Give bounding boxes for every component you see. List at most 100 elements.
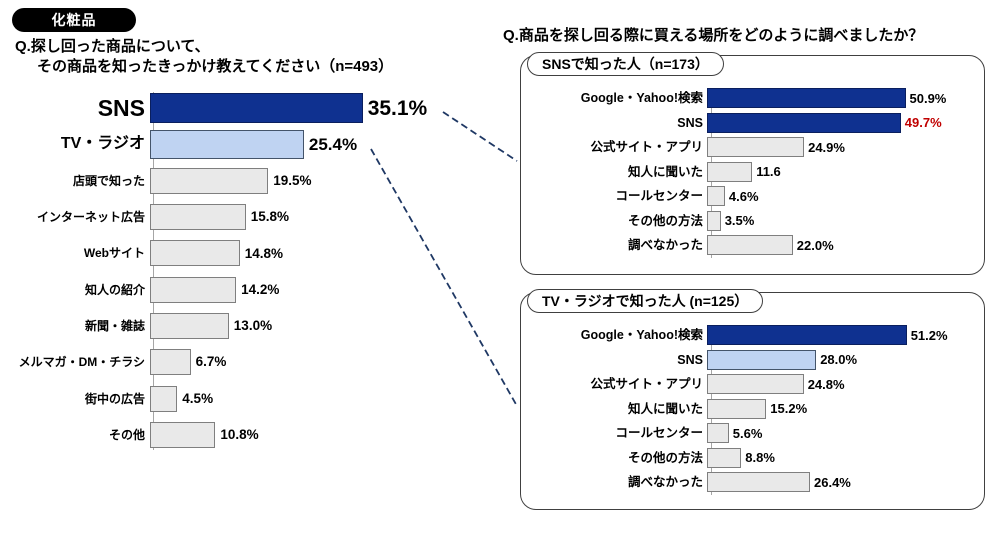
bar-row: その他の方法 8.8%	[521, 446, 984, 471]
bar-value: 8.8%	[745, 450, 775, 466]
bar	[150, 349, 191, 376]
bar	[150, 421, 216, 448]
bar-row: 調べなかった 26.4%	[521, 470, 984, 495]
bar	[150, 276, 237, 303]
bar-row: TV・ラジオ 25.4%	[0, 126, 505, 162]
bar-label: 公式サイト・アプリ	[590, 377, 703, 391]
bar-row: コールセンター 5.6%	[521, 421, 984, 446]
bar	[150, 385, 178, 412]
bar-row: インターネット広告 15.8%	[0, 199, 505, 235]
bar	[707, 210, 721, 231]
bar-label: コールセンター	[615, 189, 703, 203]
bar-label: その他の方法	[627, 213, 703, 228]
sns-group-label: SNSで知った人（n=173）	[527, 52, 724, 76]
bar-value: 24.8%	[807, 376, 845, 392]
right-question-title: Q.商品を探し回る際に買える場所をどのように調べましたか？	[503, 27, 924, 44]
bar-label: インターネット広告	[36, 210, 145, 225]
bar-label: その他の方法	[627, 450, 703, 465]
bar-value: 22.0%	[796, 237, 834, 253]
bar-value: 15.8%	[250, 209, 289, 225]
bar	[707, 398, 767, 419]
tv-group-panel: TV・ラジオで知った人 (n=125） Google・Yahoo!検索 51.2%…	[520, 289, 985, 510]
bar-value: 49.7%	[904, 115, 942, 131]
bar-value: 51.2%	[910, 327, 948, 343]
bar	[150, 312, 229, 339]
bar-value: 19.5%	[273, 172, 312, 188]
bar-row: その他の方法 3.5%	[521, 209, 984, 234]
bar	[150, 129, 304, 159]
left-question-line2: その商品を知ったきっかけ教えてください（n=493）	[37, 57, 394, 75]
bar-value: 13.0%	[233, 318, 273, 334]
bar-value: 25.4%	[308, 134, 358, 154]
tv-group-label: TV・ラジオで知った人 (n=125）	[527, 289, 764, 313]
left-bar-chart: SNS 35.1% TV・ラジオ 25.4% 店頭で知った 19.5% インターネット広告 1…	[0, 90, 505, 453]
bar-row: 調べなかった 22.0%	[521, 233, 984, 258]
left-question-line1: Q.探し回った商品について、	[15, 38, 210, 55]
bar-value: 50.9%	[909, 90, 947, 106]
bar-value: 28.0%	[820, 352, 858, 368]
bar-label: SNS	[677, 352, 703, 367]
bar	[150, 240, 240, 267]
bar	[707, 349, 817, 370]
bar-value: 6.7%	[195, 354, 227, 370]
bar	[707, 374, 804, 395]
bar	[707, 235, 793, 256]
bar-value: 15.2%	[770, 401, 808, 417]
bar	[150, 167, 269, 194]
bar-value: 14.8%	[244, 245, 283, 261]
bar-row: その他 10.8%	[0, 417, 505, 453]
bar-label: TV・ラジオ	[60, 135, 145, 153]
bar-row: 公式サイト・アプリ 24.8%	[521, 372, 984, 397]
bar-row: 知人に聞いた 11.6	[521, 160, 984, 185]
bar	[707, 472, 810, 493]
bar-value: 14.2%	[241, 281, 280, 297]
bar	[707, 112, 901, 133]
bar	[707, 186, 725, 207]
bar-label: 知人に聞いた	[627, 164, 703, 179]
bar-label: 店頭で知った	[72, 173, 145, 188]
bar-value: 10.8%	[220, 427, 259, 443]
bar-value: 5.6%	[732, 425, 763, 441]
bar-label: メルマガ・DM・チラシ	[18, 355, 145, 370]
bar-row: SNS 49.7%	[521, 111, 984, 136]
bar-label: SNS	[677, 115, 703, 130]
bar-value: 35.1%	[367, 96, 428, 120]
bar-label: コールセンター	[615, 426, 703, 440]
bar-row: 店頭で知った 19.5%	[0, 163, 505, 199]
bar-label: 新聞・雑誌	[84, 318, 145, 333]
bar-label: その他	[108, 427, 145, 442]
sns-bar-chart: Google・Yahoo!検索 50.9% SNS 49.7% 公式サイト・アプリ 24.…	[521, 86, 984, 258]
bar-value: 4.6%	[728, 188, 759, 204]
bar-row: 公式サイト・アプリ 24.9%	[521, 135, 984, 160]
bar-label: 調べなかった	[627, 475, 703, 489]
bar-row: 知人に聞いた 15.2%	[521, 397, 984, 422]
bar-value: 26.4%	[814, 474, 851, 490]
bar-label: Webサイト	[83, 246, 145, 261]
bar-label: 知人の紹介	[84, 282, 145, 297]
bar-label: 知人に聞いた	[627, 401, 703, 416]
bar	[707, 161, 753, 182]
bar-row: Google・Yahoo!検索 50.9%	[521, 86, 984, 111]
bar-label: 公式サイト・アプリ	[590, 140, 703, 154]
bar	[707, 325, 907, 346]
bar-value: 11.6	[756, 164, 781, 180]
bar-row: Webサイト 14.8%	[0, 235, 505, 271]
bar-row: コールセンター 4.6%	[521, 184, 984, 209]
bar-label: 調べなかった	[627, 238, 703, 252]
bar-row: 街中の広告 4.5%	[0, 380, 505, 416]
bar-row: 知人の紹介 14.2%	[0, 271, 505, 307]
bar-label: SNS	[97, 94, 145, 121]
bar	[707, 423, 729, 444]
bar-row: Google・Yahoo!検索 51.2%	[521, 323, 984, 348]
sns-group-panel: SNSで知った人（n=173） Google・Yahoo!検索 50.9% SNS 4…	[520, 52, 985, 275]
bar-label: 街中の広告	[84, 391, 145, 406]
bar-label: Google・Yahoo!検索	[580, 91, 703, 105]
left-question-title: Q.探し回った商品について、 その商品を知ったきっかけ教えてください（n=493…	[15, 37, 393, 76]
bar-value: 3.5%	[724, 213, 755, 229]
bar-label: Google・Yahoo!検索	[580, 328, 703, 342]
tv-bar-chart: Google・Yahoo!検索 51.2% SNS 28.0% 公式サイト・アプリ 24.…	[521, 323, 984, 495]
bar	[707, 88, 906, 109]
bar	[150, 204, 246, 231]
bar-row: SNS 35.1%	[0, 90, 505, 126]
left-chart-axis	[153, 92, 154, 450]
